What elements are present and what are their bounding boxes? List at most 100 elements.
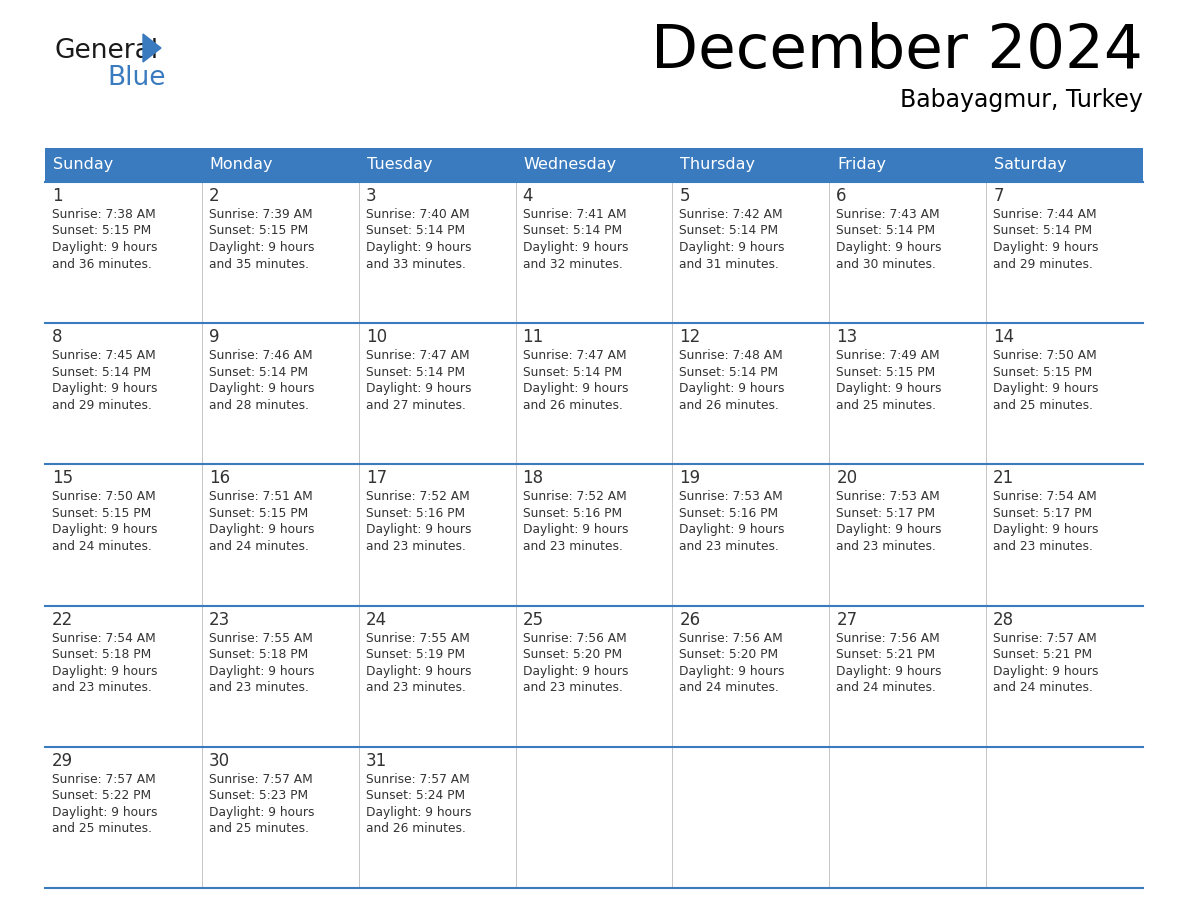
Bar — [202, 182, 359, 323]
Text: and 24 minutes.: and 24 minutes. — [993, 681, 1093, 694]
Text: Daylight: 9 hours: Daylight: 9 hours — [52, 806, 158, 819]
Text: 4: 4 — [523, 187, 533, 205]
Text: Sunset: 5:14 PM: Sunset: 5:14 PM — [836, 225, 935, 238]
Bar — [359, 148, 516, 182]
Text: and 23 minutes.: and 23 minutes. — [680, 540, 779, 553]
Text: Daylight: 9 hours: Daylight: 9 hours — [209, 382, 315, 396]
Text: 26: 26 — [680, 610, 701, 629]
Text: and 32 minutes.: and 32 minutes. — [523, 258, 623, 271]
Text: 19: 19 — [680, 469, 701, 487]
Text: Daylight: 9 hours: Daylight: 9 hours — [993, 665, 1099, 677]
Text: 2: 2 — [209, 187, 220, 205]
Text: Sunrise: 7:47 AM: Sunrise: 7:47 AM — [366, 349, 469, 363]
Text: Daylight: 9 hours: Daylight: 9 hours — [366, 241, 472, 254]
Text: and 25 minutes.: and 25 minutes. — [836, 398, 936, 411]
Text: 29: 29 — [52, 752, 74, 770]
Bar — [202, 465, 359, 606]
Text: Babayagmur, Turkey: Babayagmur, Turkey — [901, 88, 1143, 112]
Text: Sunrise: 7:56 AM: Sunrise: 7:56 AM — [680, 632, 783, 644]
Text: 7: 7 — [993, 187, 1004, 205]
Text: and 23 minutes.: and 23 minutes. — [209, 681, 309, 694]
Text: and 23 minutes.: and 23 minutes. — [523, 681, 623, 694]
Text: Sunrise: 7:45 AM: Sunrise: 7:45 AM — [52, 349, 156, 363]
Bar — [829, 747, 986, 888]
Text: Friday: Friday — [838, 158, 886, 173]
Text: Sunrise: 7:51 AM: Sunrise: 7:51 AM — [209, 490, 312, 503]
Text: Sunrise: 7:50 AM: Sunrise: 7:50 AM — [52, 490, 156, 503]
Text: Sunset: 5:21 PM: Sunset: 5:21 PM — [836, 648, 935, 661]
Bar — [829, 606, 986, 747]
Text: Daylight: 9 hours: Daylight: 9 hours — [680, 382, 785, 396]
Text: 31: 31 — [366, 752, 387, 770]
Text: Daylight: 9 hours: Daylight: 9 hours — [836, 523, 942, 536]
Text: Daylight: 9 hours: Daylight: 9 hours — [366, 382, 472, 396]
Text: Sunset: 5:14 PM: Sunset: 5:14 PM — [523, 365, 621, 379]
Text: Sunrise: 7:39 AM: Sunrise: 7:39 AM — [209, 208, 312, 221]
Text: Sunrise: 7:56 AM: Sunrise: 7:56 AM — [523, 632, 626, 644]
Text: and 36 minutes.: and 36 minutes. — [52, 258, 152, 271]
Text: 23: 23 — [209, 610, 230, 629]
Text: 21: 21 — [993, 469, 1015, 487]
Bar — [202, 747, 359, 888]
Bar — [672, 747, 829, 888]
Text: 20: 20 — [836, 469, 858, 487]
Text: and 28 minutes.: and 28 minutes. — [209, 398, 309, 411]
Text: Wednesday: Wednesday — [524, 158, 617, 173]
Text: Sunset: 5:15 PM: Sunset: 5:15 PM — [209, 507, 308, 520]
Text: and 26 minutes.: and 26 minutes. — [523, 398, 623, 411]
Bar — [45, 323, 202, 465]
Text: Sunset: 5:14 PM: Sunset: 5:14 PM — [993, 225, 1092, 238]
Text: Sunset: 5:14 PM: Sunset: 5:14 PM — [209, 365, 308, 379]
Text: December 2024: December 2024 — [651, 22, 1143, 81]
Text: Sunrise: 7:53 AM: Sunrise: 7:53 AM — [680, 490, 783, 503]
Text: Sunrise: 7:55 AM: Sunrise: 7:55 AM — [366, 632, 469, 644]
Text: Daylight: 9 hours: Daylight: 9 hours — [52, 382, 158, 396]
Text: and 23 minutes.: and 23 minutes. — [52, 681, 152, 694]
Text: Sunset: 5:21 PM: Sunset: 5:21 PM — [993, 648, 1092, 661]
Text: Daylight: 9 hours: Daylight: 9 hours — [209, 806, 315, 819]
Text: Sunset: 5:15 PM: Sunset: 5:15 PM — [52, 225, 151, 238]
Bar — [829, 182, 986, 323]
Bar — [516, 747, 672, 888]
Text: Daylight: 9 hours: Daylight: 9 hours — [680, 523, 785, 536]
Bar — [45, 182, 202, 323]
Text: Daylight: 9 hours: Daylight: 9 hours — [836, 665, 942, 677]
Text: Daylight: 9 hours: Daylight: 9 hours — [836, 382, 942, 396]
Text: Sunset: 5:14 PM: Sunset: 5:14 PM — [523, 225, 621, 238]
Bar — [359, 606, 516, 747]
Text: Sunset: 5:17 PM: Sunset: 5:17 PM — [836, 507, 935, 520]
Text: and 23 minutes.: and 23 minutes. — [366, 540, 466, 553]
Text: Sunday: Sunday — [53, 158, 113, 173]
Text: Daylight: 9 hours: Daylight: 9 hours — [366, 665, 472, 677]
Bar — [829, 465, 986, 606]
Text: Daylight: 9 hours: Daylight: 9 hours — [993, 241, 1099, 254]
Text: Daylight: 9 hours: Daylight: 9 hours — [993, 382, 1099, 396]
Text: and 30 minutes.: and 30 minutes. — [836, 258, 936, 271]
Text: Sunset: 5:18 PM: Sunset: 5:18 PM — [52, 648, 151, 661]
Bar — [359, 465, 516, 606]
Text: 8: 8 — [52, 329, 63, 346]
Text: Saturday: Saturday — [994, 158, 1067, 173]
Text: and 35 minutes.: and 35 minutes. — [209, 258, 309, 271]
Text: and 24 minutes.: and 24 minutes. — [680, 681, 779, 694]
Text: Daylight: 9 hours: Daylight: 9 hours — [523, 665, 628, 677]
Text: Daylight: 9 hours: Daylight: 9 hours — [680, 665, 785, 677]
Bar — [986, 747, 1143, 888]
Text: and 33 minutes.: and 33 minutes. — [366, 258, 466, 271]
Text: 16: 16 — [209, 469, 230, 487]
Text: Sunset: 5:15 PM: Sunset: 5:15 PM — [52, 507, 151, 520]
Text: and 23 minutes.: and 23 minutes. — [993, 540, 1093, 553]
Text: Sunrise: 7:49 AM: Sunrise: 7:49 AM — [836, 349, 940, 363]
Text: Sunrise: 7:41 AM: Sunrise: 7:41 AM — [523, 208, 626, 221]
Text: Blue: Blue — [107, 65, 165, 91]
Text: Sunrise: 7:52 AM: Sunrise: 7:52 AM — [523, 490, 626, 503]
Text: 3: 3 — [366, 187, 377, 205]
Text: Sunrise: 7:48 AM: Sunrise: 7:48 AM — [680, 349, 783, 363]
Bar — [672, 606, 829, 747]
Text: 17: 17 — [366, 469, 387, 487]
Text: and 24 minutes.: and 24 minutes. — [209, 540, 309, 553]
Text: 30: 30 — [209, 752, 230, 770]
Text: Sunrise: 7:50 AM: Sunrise: 7:50 AM — [993, 349, 1097, 363]
Text: 13: 13 — [836, 329, 858, 346]
Bar — [986, 465, 1143, 606]
